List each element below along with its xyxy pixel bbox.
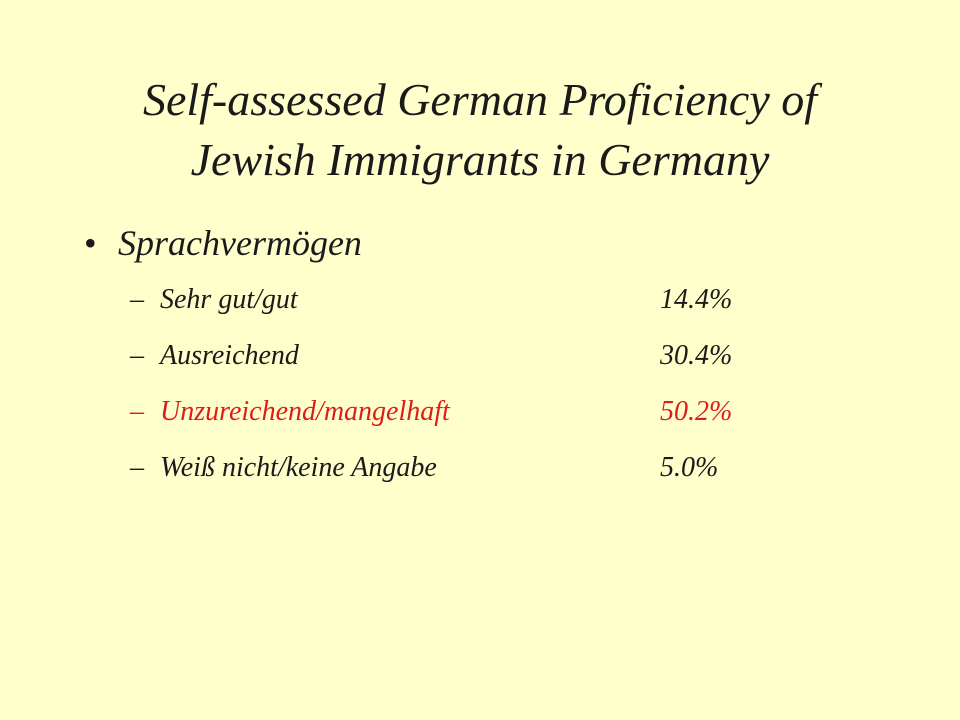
slide-title: Self-assessed German Proficiency of Jewi… [0,70,960,190]
sub-list: – Sehr gut/gut 14.4% – Ausreichend 30.4%… [130,272,732,496]
bullet-icon: • [84,223,97,263]
dash-icon: – [130,452,144,483]
item-value: 5.0% [660,452,719,483]
item-label: Unzureichend/mangelhaft [160,396,450,427]
list-item-unzureichend: – Unzureichend/mangelhaft 50.2% [130,384,732,440]
item-value: 50.2% [660,396,733,427]
title-line-2: Jewish Immigrants in Germany [190,134,770,185]
item-label: Weiß nicht/keine Angabe [160,452,437,483]
item-label: Sehr gut/gut [160,284,298,315]
dash-icon: – [130,340,144,371]
list-item-weiss-nicht: – Weiß nicht/keine Angabe 5.0% [130,440,732,496]
title-line-1: Self-assessed German Proficiency of [142,74,818,125]
item-value: 14.4% [660,284,733,315]
list-item-sehr-gut: – Sehr gut/gut 14.4% [130,272,732,328]
dash-icon: – [130,396,144,427]
item-label: Ausreichend [160,340,299,371]
item-value: 30.4% [660,340,733,371]
bullet-block: • Sprachvermögen [84,216,362,270]
dash-icon: – [130,284,144,315]
list-item-ausreichend: – Ausreichend 30.4% [130,328,732,384]
bullet-item: • Sprachvermögen [84,216,362,270]
bullet-label: Sprachvermögen [118,223,362,263]
